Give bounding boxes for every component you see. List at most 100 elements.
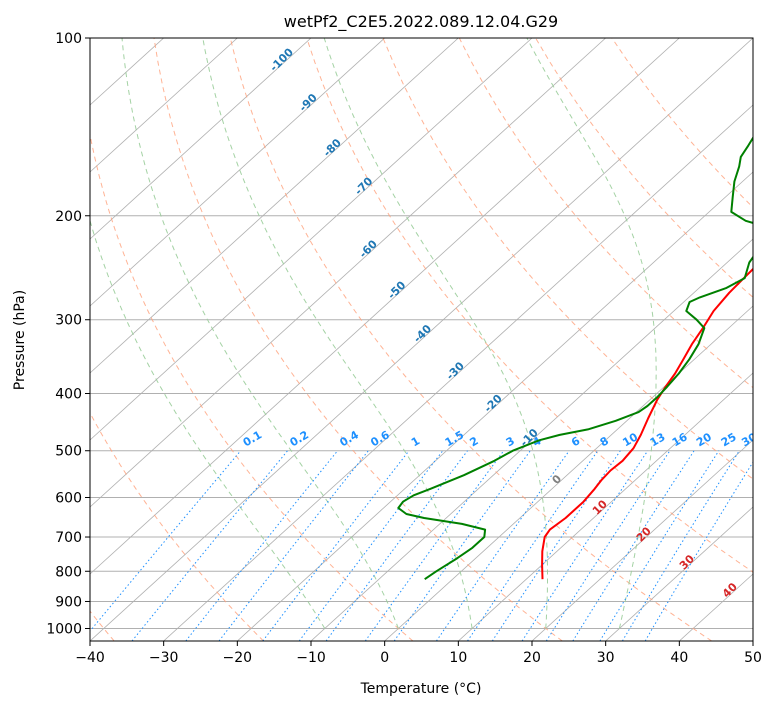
mixing-ratio-line — [572, 450, 695, 641]
mixing-ratio-label: 1.5 — [443, 428, 466, 449]
isotherm-label: -80 — [321, 136, 344, 159]
mixing-ratio-label: 3 — [504, 434, 517, 449]
isotherm-label: 30 — [677, 552, 697, 572]
dewpoint-profile-line — [397, 135, 753, 581]
mixing-ratio-line — [393, 450, 531, 641]
isotherm-line — [384, 305, 753, 641]
mixing-ratio-label: 20 — [694, 430, 714, 449]
y-tick-label: 700 — [55, 530, 82, 546]
mixing-ratio-label: 30 — [739, 430, 759, 449]
axes-frame — [89, 37, 754, 642]
isotherm-label: 10 — [590, 497, 610, 517]
dry-adiabat — [458, 38, 753, 389]
x-tick-label: 10 — [449, 650, 467, 666]
isotherm-line — [90, 38, 312, 240]
y-tick-label: 100 — [55, 31, 82, 47]
x-tick-label: 30 — [597, 650, 615, 666]
mixing-ratio-line — [298, 450, 444, 641]
moist-adiabat — [202, 38, 473, 629]
isotherm-line — [531, 439, 753, 641]
y-tick-label: 800 — [55, 564, 82, 580]
isotherm-line — [90, 38, 238, 173]
isotherm-line — [90, 38, 680, 575]
x-tick-label: −40 — [75, 650, 105, 666]
dry-adiabat — [611, 38, 753, 208]
isotherm-label: -70 — [352, 174, 375, 197]
mixing-ratio-line — [621, 450, 740, 641]
mixing-ratio-label: 8 — [598, 434, 611, 449]
chart-title: wetPf2_C2E5.2022.089.12.04.G29 — [284, 12, 558, 32]
skewed-isotherms — [90, 38, 753, 641]
mixing-ratio-line — [218, 450, 369, 641]
mixing-ratio-line — [521, 450, 649, 641]
moist-adiabat — [121, 38, 399, 629]
moist-adiabat — [526, 38, 657, 629]
isotherm-label: -40 — [411, 322, 434, 345]
isotherm-line — [90, 38, 533, 441]
isotherm-label: -20 — [482, 392, 505, 415]
y-tick-label: 400 — [55, 387, 82, 403]
dry-adiabat — [153, 38, 563, 641]
mixing-ratio-line — [325, 450, 468, 641]
moist-adiabats — [90, 38, 657, 629]
moist-adiabat — [323, 38, 548, 629]
isotherm-line — [458, 372, 753, 641]
mixing-ratio-label: 0.6 — [368, 428, 392, 449]
mixing-ratio-line — [467, 450, 599, 641]
x-tick-label: 50 — [744, 650, 762, 666]
isotherm-line — [163, 104, 753, 641]
mixing-ratio-line — [435, 450, 570, 641]
temperature-profile-line — [541, 267, 753, 580]
x-tick-label: 40 — [670, 650, 688, 666]
profile-series — [397, 135, 753, 581]
y-axis-label: Pressure (hPa) — [12, 290, 28, 390]
mixing-ratio-label: 13 — [648, 430, 668, 449]
mixing-ratio-label: 25 — [719, 430, 739, 449]
mixing-ratio-label: 0.4 — [338, 428, 362, 449]
dry-adiabats — [90, 38, 753, 641]
y-tick-label: 900 — [55, 594, 82, 610]
isotherm-line — [90, 38, 459, 374]
mixing-ratio-lines — [90, 450, 753, 641]
x-tick-label: −20 — [223, 650, 253, 666]
mixing-ratio-label: 6 — [569, 434, 582, 449]
isopleth-labels: 0.1 0.2 0.4 0.6 1 1.5 2 3 4 6 8 10 13 16 20 25 30 36-100-… — [241, 45, 775, 600]
plot-area: 0.1 0.2 0.4 0.6 1 1.5 2 3 4 6 8 10 13 16 20 25 30 36-100-… — [90, 38, 775, 641]
isotherm-label: -30 — [444, 359, 467, 382]
isotherm-label: 20 — [634, 524, 654, 544]
isotherm-label: -90 — [297, 91, 320, 114]
x-tick-label: 0 — [380, 650, 389, 666]
dry-adiabat — [306, 38, 753, 573]
mixing-ratio-label: 36 — [760, 430, 775, 449]
mixing-ratio-label: 2 — [468, 434, 481, 449]
isotherm-label: -60 — [357, 237, 380, 260]
mixing-ratio-line — [644, 461, 753, 641]
isotherm-line — [605, 506, 753, 641]
mixing-ratio-label: 0.2 — [288, 428, 311, 449]
y-tick-label: 600 — [55, 490, 82, 506]
dry-adiabat — [90, 411, 264, 641]
y-tick-label: 500 — [55, 444, 82, 460]
isotherm-line — [90, 38, 385, 307]
mixing-ratio-label: 1 — [409, 434, 422, 449]
y-axis-ticks: 100 200 300 400 500 600 700 800 900 1000 — [46, 31, 90, 637]
dry-adiabat — [229, 38, 712, 641]
mixing-ratio-line — [364, 450, 505, 641]
dry-adiabat — [90, 132, 414, 641]
mixing-ratio-label: 0.1 — [241, 428, 264, 449]
x-axis-ticks: −40 −30 −20 −10 0 10 20 30 40 50 — [75, 641, 762, 666]
x-tick-label: −30 — [149, 650, 179, 666]
isotherm-line — [90, 38, 606, 508]
isotherm-label: 40 — [720, 580, 740, 600]
mixing-ratio-line — [90, 450, 242, 632]
mixing-ratio-line — [262, 450, 410, 641]
mixing-ratio-line — [545, 450, 671, 641]
x-axis-label: Temperature (°C) — [360, 681, 482, 697]
y-tick-label: 300 — [55, 313, 82, 329]
isotherm-line — [752, 640, 753, 641]
y-tick-label: 1000 — [46, 621, 82, 637]
isotherm-line — [90, 38, 753, 641]
isotherm-label: -50 — [385, 278, 408, 301]
moist-adiabat — [90, 218, 326, 629]
